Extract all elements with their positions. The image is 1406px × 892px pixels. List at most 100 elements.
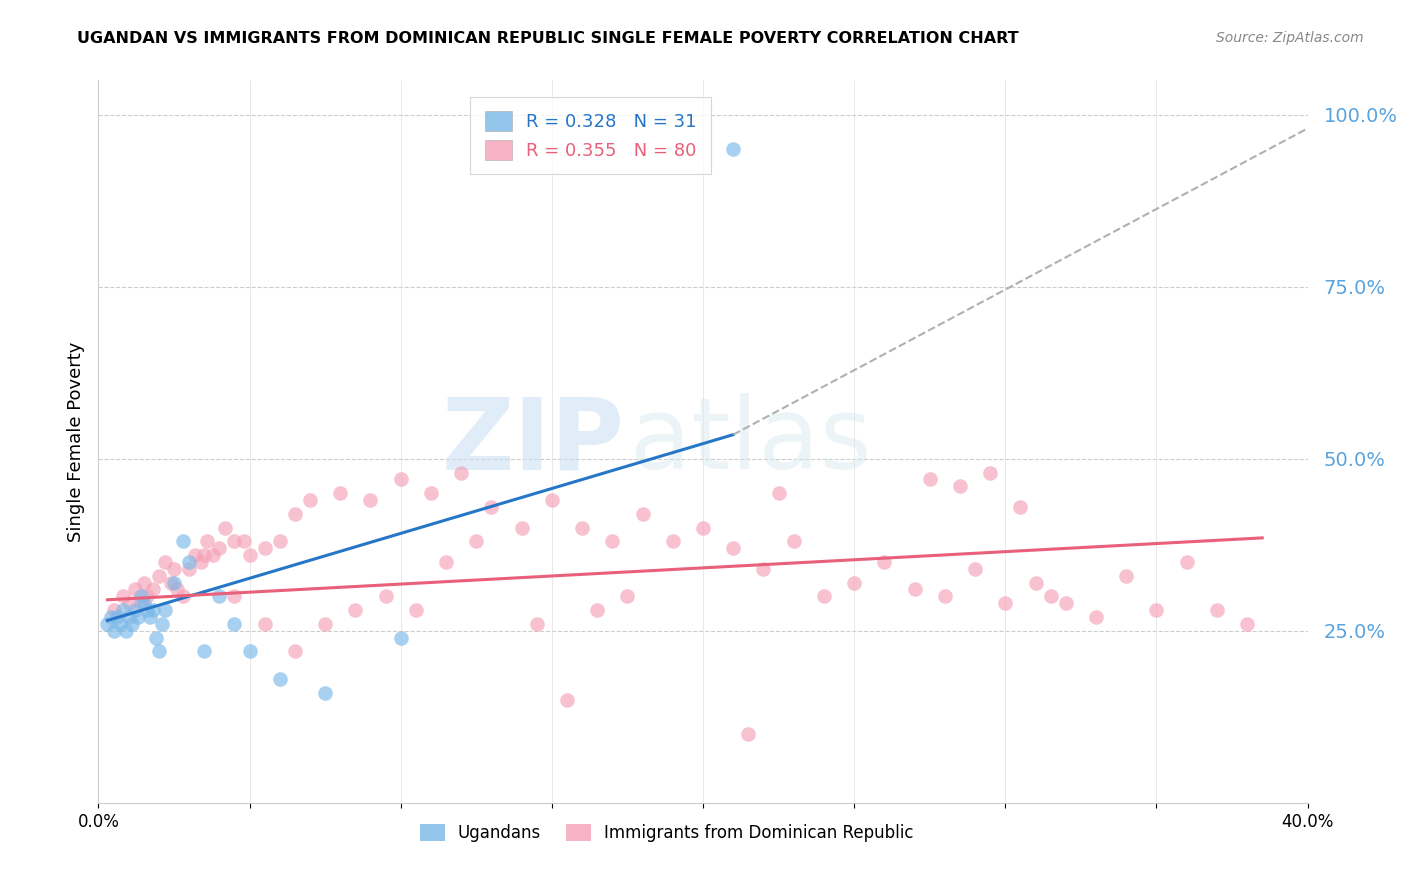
Point bbox=[224, 616, 246, 631]
Point bbox=[994, 596, 1017, 610]
Point bbox=[103, 624, 125, 638]
Point bbox=[284, 507, 307, 521]
Point bbox=[1144, 603, 1167, 617]
Point bbox=[813, 590, 835, 604]
Point bbox=[129, 596, 152, 610]
Point bbox=[344, 603, 367, 617]
Point bbox=[1175, 555, 1198, 569]
Point bbox=[904, 582, 927, 597]
Point bbox=[1010, 500, 1032, 514]
Point bbox=[232, 534, 254, 549]
Point bbox=[118, 610, 141, 624]
Point bbox=[1115, 568, 1137, 582]
Point bbox=[124, 603, 146, 617]
Point bbox=[172, 590, 194, 604]
Point bbox=[208, 590, 231, 604]
Text: UGANDAN VS IMMIGRANTS FROM DOMINICAN REPUBLIC SINGLE FEMALE POVERTY CORRELATION : UGANDAN VS IMMIGRANTS FROM DOMINICAN REP… bbox=[77, 31, 1019, 46]
Point bbox=[768, 486, 790, 500]
Text: atlas: atlas bbox=[630, 393, 872, 490]
Point bbox=[360, 493, 382, 508]
Point bbox=[139, 610, 162, 624]
Point bbox=[737, 727, 759, 741]
Point bbox=[145, 631, 167, 645]
Point bbox=[132, 596, 155, 610]
Text: Source: ZipAtlas.com: Source: ZipAtlas.com bbox=[1216, 31, 1364, 45]
Point bbox=[224, 534, 246, 549]
Point bbox=[329, 486, 352, 500]
Point bbox=[374, 590, 396, 604]
Point bbox=[127, 610, 149, 624]
Point bbox=[314, 616, 336, 631]
Point bbox=[571, 520, 593, 534]
Point bbox=[124, 582, 146, 597]
Point bbox=[202, 548, 225, 562]
Point bbox=[389, 472, 412, 486]
Point bbox=[239, 548, 262, 562]
Point bbox=[103, 603, 125, 617]
Point bbox=[190, 555, 212, 569]
Point bbox=[1039, 590, 1062, 604]
Point bbox=[129, 590, 152, 604]
Point bbox=[481, 500, 503, 514]
Point bbox=[949, 479, 972, 493]
Point bbox=[195, 534, 218, 549]
Point bbox=[269, 534, 291, 549]
Point bbox=[105, 610, 128, 624]
Point bbox=[148, 568, 170, 582]
Point bbox=[692, 520, 714, 534]
Point bbox=[752, 562, 775, 576]
Point bbox=[193, 644, 215, 658]
Point bbox=[121, 616, 143, 631]
Point bbox=[135, 590, 157, 604]
Point bbox=[224, 590, 246, 604]
Point bbox=[965, 562, 987, 576]
Point bbox=[602, 534, 624, 549]
Point bbox=[153, 603, 176, 617]
Point bbox=[214, 520, 236, 534]
Point bbox=[253, 616, 276, 631]
Point bbox=[465, 534, 488, 549]
Point bbox=[510, 520, 533, 534]
Point bbox=[150, 616, 173, 631]
Point bbox=[586, 603, 609, 617]
Point bbox=[1054, 596, 1077, 610]
Point bbox=[631, 507, 654, 521]
Point bbox=[111, 603, 134, 617]
Point bbox=[135, 603, 157, 617]
Point bbox=[918, 472, 941, 486]
Point bbox=[239, 644, 262, 658]
Point bbox=[142, 603, 165, 617]
Point bbox=[616, 590, 638, 604]
Point bbox=[100, 610, 122, 624]
Point bbox=[208, 541, 231, 556]
Point bbox=[314, 686, 336, 700]
Point bbox=[172, 534, 194, 549]
Point bbox=[160, 575, 183, 590]
Point bbox=[111, 590, 134, 604]
Point bbox=[284, 644, 307, 658]
Point bbox=[661, 534, 683, 549]
Point bbox=[434, 555, 457, 569]
Text: ZIP: ZIP bbox=[441, 393, 624, 490]
Point bbox=[299, 493, 322, 508]
Point bbox=[166, 582, 188, 597]
Point bbox=[108, 616, 131, 631]
Legend: Ugandans, Immigrants from Dominican Republic: Ugandans, Immigrants from Dominican Repu… bbox=[413, 817, 921, 848]
Point bbox=[1024, 575, 1046, 590]
Point bbox=[723, 142, 745, 156]
Point bbox=[1236, 616, 1258, 631]
Point bbox=[1206, 603, 1229, 617]
Point bbox=[526, 616, 548, 631]
Point bbox=[844, 575, 866, 590]
Point bbox=[555, 692, 578, 706]
Point bbox=[723, 541, 745, 556]
Point bbox=[253, 541, 276, 556]
Point bbox=[184, 548, 207, 562]
Point bbox=[163, 562, 186, 576]
Point bbox=[114, 624, 136, 638]
Point bbox=[450, 466, 472, 480]
Point bbox=[153, 555, 176, 569]
Point bbox=[540, 493, 562, 508]
Point bbox=[783, 534, 806, 549]
Point bbox=[389, 631, 412, 645]
